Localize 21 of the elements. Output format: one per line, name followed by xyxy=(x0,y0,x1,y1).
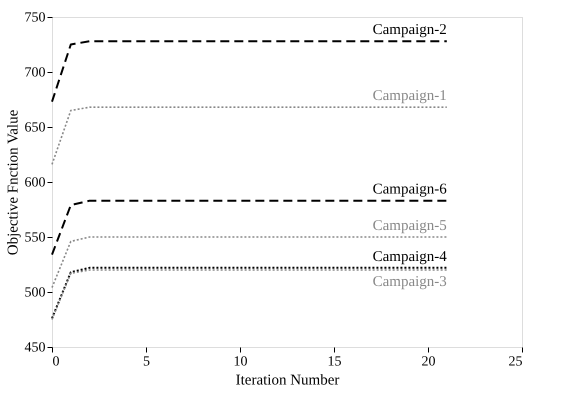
y-tick-label: 750 xyxy=(24,10,46,26)
series-label: Campaign-4 xyxy=(372,248,448,265)
y-tick-label: 700 xyxy=(24,66,46,80)
x-tick-label: 10 xyxy=(234,354,248,370)
x-tick-label: 20 xyxy=(422,354,436,370)
x-tick-label: 25 xyxy=(508,354,522,370)
x-tick-label: 0 xyxy=(52,354,60,370)
y-tick-label: 450 xyxy=(24,340,46,356)
y-tick-label: 600 xyxy=(24,176,46,190)
x-tick-label: 15 xyxy=(328,354,342,370)
series-label: Campaign-3 xyxy=(372,274,447,290)
series-label: Campaign-2 xyxy=(372,22,447,38)
y-tick-label: 500 xyxy=(24,286,46,300)
y-tick-label: 550 xyxy=(24,230,46,246)
x-tick-label: 5 xyxy=(143,354,150,370)
series-label: Campaign-1 xyxy=(372,88,447,104)
y-tick-label: 650 xyxy=(24,120,46,136)
series-label: Campaign-6 xyxy=(372,182,448,198)
y-axis-title: Objective Fnction Value xyxy=(6,109,22,256)
x-axis-title: Iteration Number xyxy=(236,372,340,388)
series-label: Campaign-5 xyxy=(372,218,447,234)
